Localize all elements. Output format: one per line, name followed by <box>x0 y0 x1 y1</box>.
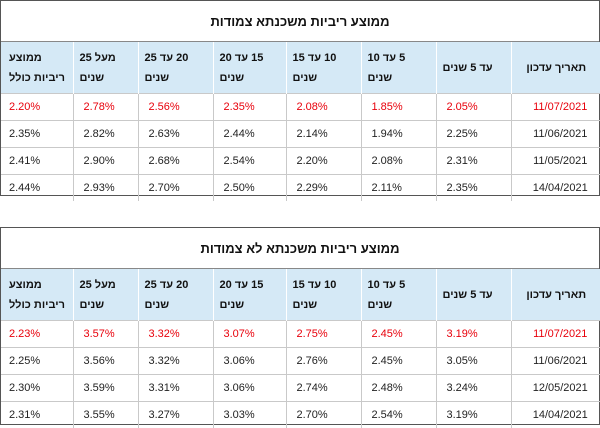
table-row: 11/07/2021 2.05% 1.85% 2.08% 2.35% 2.56%… <box>1 94 600 121</box>
cell-rate: 3.57% <box>73 321 138 348</box>
cell-average: 2.41% <box>1 148 73 175</box>
cell-rate: 2.31% <box>436 148 511 175</box>
cell-date: 11/05/2021 <box>511 148 600 175</box>
column-header-up-to-5: עד 5 שנים <box>436 269 511 321</box>
indexed-rates-table: תאריך עדכון עד 5 שנים 5 עד 10 שנים 10 עד… <box>1 42 600 201</box>
cell-rate: 2.70% <box>138 175 213 202</box>
cell-rate: 2.74% <box>286 375 361 402</box>
cell-average: 2.44% <box>1 175 73 202</box>
column-header-10-15: 10 עד 15 שנים <box>286 269 361 321</box>
table-row: 11/05/2021 2.31% 2.08% 2.20% 2.54% 2.68%… <box>1 148 600 175</box>
cell-rate: 3.27% <box>138 402 213 428</box>
indexed-rates-panel: ממוצע ריביות משכנתא צמודות תאריך עדכון ע… <box>0 0 600 196</box>
column-header-over-25: מעל 25 שנים <box>73 269 138 321</box>
column-header-15-20: 15 עד 20 שנים <box>213 42 286 94</box>
cell-rate: 2.68% <box>138 148 213 175</box>
cell-rate: 2.29% <box>286 175 361 202</box>
column-header-20-25: 20 עד 25 שנים <box>138 42 213 94</box>
table-header-row: תאריך עדכון עד 5 שנים 5 עד 10 שנים 10 עד… <box>1 42 600 94</box>
column-header-15-20: 15 עד 20 שנים <box>213 269 286 321</box>
cell-average: 2.25% <box>1 348 73 375</box>
cell-rate: 2.78% <box>73 94 138 121</box>
cell-rate: 3.56% <box>73 348 138 375</box>
cell-rate: 3.59% <box>73 375 138 402</box>
cell-rate: 3.06% <box>213 375 286 402</box>
cell-rate: 2.05% <box>436 94 511 121</box>
column-header-5-10: 5 עד 10 שנים <box>361 42 436 94</box>
cell-rate: 2.25% <box>436 121 511 148</box>
cell-rate: 2.90% <box>73 148 138 175</box>
cell-rate: 1.94% <box>361 121 436 148</box>
cell-rate: 2.93% <box>73 175 138 202</box>
non-indexed-rates-panel: ממוצע ריביות משכנתא לא צמודות תאריך עדכו… <box>0 227 600 425</box>
cell-rate: 3.31% <box>138 375 213 402</box>
cell-rate: 3.19% <box>436 402 511 428</box>
cell-rate: 2.45% <box>361 321 436 348</box>
cell-rate: 3.03% <box>213 402 286 428</box>
table-row: 12/05/2021 3.24% 2.48% 2.74% 3.06% 3.31%… <box>1 375 600 402</box>
column-header-20-25: 20 עד 25 שנים <box>138 269 213 321</box>
column-header-overall-average: ממוצע ריביות כולל <box>1 269 73 321</box>
cell-rate: 3.06% <box>213 348 286 375</box>
cell-rate: 2.54% <box>213 148 286 175</box>
cell-rate: 2.14% <box>286 121 361 148</box>
cell-rate: 2.35% <box>436 175 511 202</box>
cell-rate: 2.44% <box>213 121 286 148</box>
cell-average: 2.35% <box>1 121 73 148</box>
column-header-up-to-5: עד 5 שנים <box>436 42 511 94</box>
cell-rate: 3.19% <box>436 321 511 348</box>
cell-rate: 2.70% <box>286 402 361 428</box>
cell-date: 11/06/2021 <box>511 121 600 148</box>
cell-date: 11/07/2021 <box>511 321 600 348</box>
cell-rate: 3.05% <box>436 348 511 375</box>
cell-rate: 2.35% <box>213 94 286 121</box>
cell-rate: 3.32% <box>138 321 213 348</box>
cell-rate: 2.50% <box>213 175 286 202</box>
indexed-rates-title: ממוצע ריביות משכנתא צמודות <box>1 1 599 42</box>
cell-rate: 2.48% <box>361 375 436 402</box>
non-indexed-rates-table: תאריך עדכון עד 5 שנים 5 עד 10 שנים 10 עד… <box>1 269 600 428</box>
cell-rate: 1.85% <box>361 94 436 121</box>
cell-average: 2.23% <box>1 321 73 348</box>
cell-date: 11/07/2021 <box>511 94 600 121</box>
cell-rate: 2.08% <box>361 148 436 175</box>
column-header-date: תאריך עדכון <box>511 42 600 94</box>
cell-date: 14/04/2021 <box>511 402 600 428</box>
cell-rate: 2.11% <box>361 175 436 202</box>
cell-rate: 2.75% <box>286 321 361 348</box>
cell-rate: 2.76% <box>286 348 361 375</box>
cell-rate: 2.56% <box>138 94 213 121</box>
cell-rate: 2.63% <box>138 121 213 148</box>
table-row: 11/06/2021 2.25% 1.94% 2.14% 2.44% 2.63%… <box>1 121 600 148</box>
column-header-over-25: מעל 25 שנים <box>73 42 138 94</box>
cell-rate: 2.45% <box>361 348 436 375</box>
table-row: 11/06/2021 3.05% 2.45% 2.76% 3.06% 3.32%… <box>1 348 600 375</box>
table-row: 11/07/2021 3.19% 2.45% 2.75% 3.07% 3.32%… <box>1 321 600 348</box>
table-row: 14/04/2021 2.35% 2.11% 2.29% 2.50% 2.70%… <box>1 175 600 202</box>
cell-rate: 2.08% <box>286 94 361 121</box>
column-header-overall-average: ממוצע ריביות כולל <box>1 42 73 94</box>
cell-rate: 3.24% <box>436 375 511 402</box>
cell-rate: 3.55% <box>73 402 138 428</box>
cell-rate: 2.20% <box>286 148 361 175</box>
column-header-10-15: 10 עד 15 שנים <box>286 42 361 94</box>
cell-average: 2.31% <box>1 402 73 428</box>
cell-date: 14/04/2021 <box>511 175 600 202</box>
cell-rate: 2.54% <box>361 402 436 428</box>
cell-date: 11/06/2021 <box>511 348 600 375</box>
table-row: 14/04/2021 3.19% 2.54% 2.70% 3.03% 3.27%… <box>1 402 600 428</box>
cell-rate: 3.32% <box>138 348 213 375</box>
column-header-5-10: 5 עד 10 שנים <box>361 269 436 321</box>
table-header-row: תאריך עדכון עד 5 שנים 5 עד 10 שנים 10 עד… <box>1 269 600 321</box>
cell-average: 2.30% <box>1 375 73 402</box>
cell-rate: 2.82% <box>73 121 138 148</box>
column-header-date: תאריך עדכון <box>511 269 600 321</box>
non-indexed-rates-title: ממוצע ריביות משכנתא לא צמודות <box>1 228 599 269</box>
cell-average: 2.20% <box>1 94 73 121</box>
cell-date: 12/05/2021 <box>511 375 600 402</box>
cell-rate: 3.07% <box>213 321 286 348</box>
